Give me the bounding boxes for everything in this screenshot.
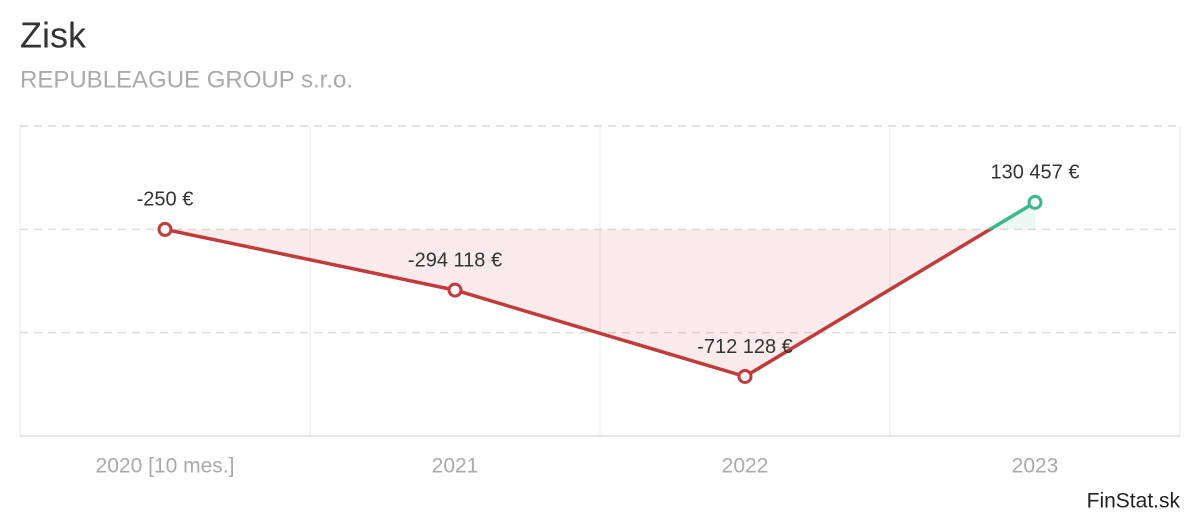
data-label: 130 457 € [991, 162, 1080, 184]
point [447, 282, 463, 298]
point [157, 221, 173, 237]
chart-title: Zisk [20, 15, 87, 56]
data-label: -250 € [137, 189, 194, 211]
data-label: -294 118 € [408, 249, 502, 271]
chart-subtitle: REPUBLEAGUE GROUP s.r.o. [20, 66, 353, 93]
point [737, 369, 753, 385]
x-tick-label: 2022 [722, 455, 769, 478]
line-negative [164, 229, 994, 379]
x-tick-label: 2021 [432, 455, 479, 478]
x-tick-label: 2023 [1012, 455, 1059, 478]
watermark: FinStat.sk [1087, 490, 1181, 513]
point [1027, 194, 1043, 210]
data-label: -712 128 € [697, 336, 793, 358]
x-tick-label: 2020 [10 mes.] [96, 455, 235, 478]
area-negative [165, 229, 991, 377]
